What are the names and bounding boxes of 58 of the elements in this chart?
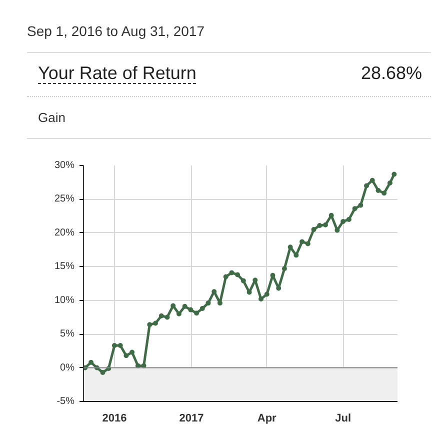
point — [282, 266, 287, 272]
point — [223, 274, 228, 280]
point — [370, 178, 375, 183]
point — [305, 241, 310, 246]
point — [88, 360, 94, 365]
point — [340, 218, 346, 224]
point — [346, 216, 352, 222]
point — [352, 206, 358, 212]
point — [240, 278, 246, 284]
y-tick-label: 10% — [54, 294, 75, 306]
y-tick-label: 30% — [54, 160, 75, 171]
point — [170, 303, 176, 308]
y-tick-label: 0% — [60, 362, 75, 374]
point — [176, 311, 182, 316]
point — [188, 307, 194, 312]
point — [392, 172, 397, 177]
y-tick-label: -5% — [56, 396, 75, 407]
y-tick-label: 25% — [54, 194, 75, 205]
point — [300, 239, 305, 244]
point — [194, 310, 200, 316]
x-tick-label: 2016 — [102, 412, 127, 424]
point — [387, 180, 392, 186]
point — [317, 223, 322, 228]
point — [164, 314, 170, 320]
point — [258, 296, 264, 302]
y-tick-label: 5% — [60, 328, 75, 340]
point — [153, 320, 158, 326]
point — [364, 183, 370, 188]
point — [200, 306, 205, 311]
point — [311, 227, 316, 232]
point — [124, 353, 129, 358]
point — [235, 272, 240, 278]
point — [118, 343, 123, 348]
text: 28.68% — [360, 63, 422, 83]
point — [229, 270, 234, 276]
point — [135, 363, 140, 368]
point — [130, 350, 135, 355]
point — [112, 343, 117, 348]
point — [158, 313, 164, 318]
point — [147, 322, 152, 328]
x-tick-label: Jul — [335, 412, 352, 424]
point — [376, 188, 381, 193]
chart-title: Sep 1, 2016 to Aug 31, 2017 — [27, 22, 204, 41]
y-tick-label: 20% — [54, 227, 75, 238]
point — [100, 370, 106, 375]
point — [270, 272, 276, 278]
point — [358, 202, 364, 208]
x-tick-label: 2017 — [179, 412, 204, 424]
point — [264, 292, 270, 297]
point — [206, 300, 211, 306]
y-tick-label: 15% — [54, 261, 75, 272]
point — [322, 222, 328, 228]
point — [382, 190, 387, 196]
point — [182, 304, 188, 309]
text: Gain — [38, 109, 66, 127]
x-tick-label: Apr — [257, 412, 278, 424]
text: Your Rate of Return — [38, 63, 196, 84]
point — [217, 300, 222, 306]
